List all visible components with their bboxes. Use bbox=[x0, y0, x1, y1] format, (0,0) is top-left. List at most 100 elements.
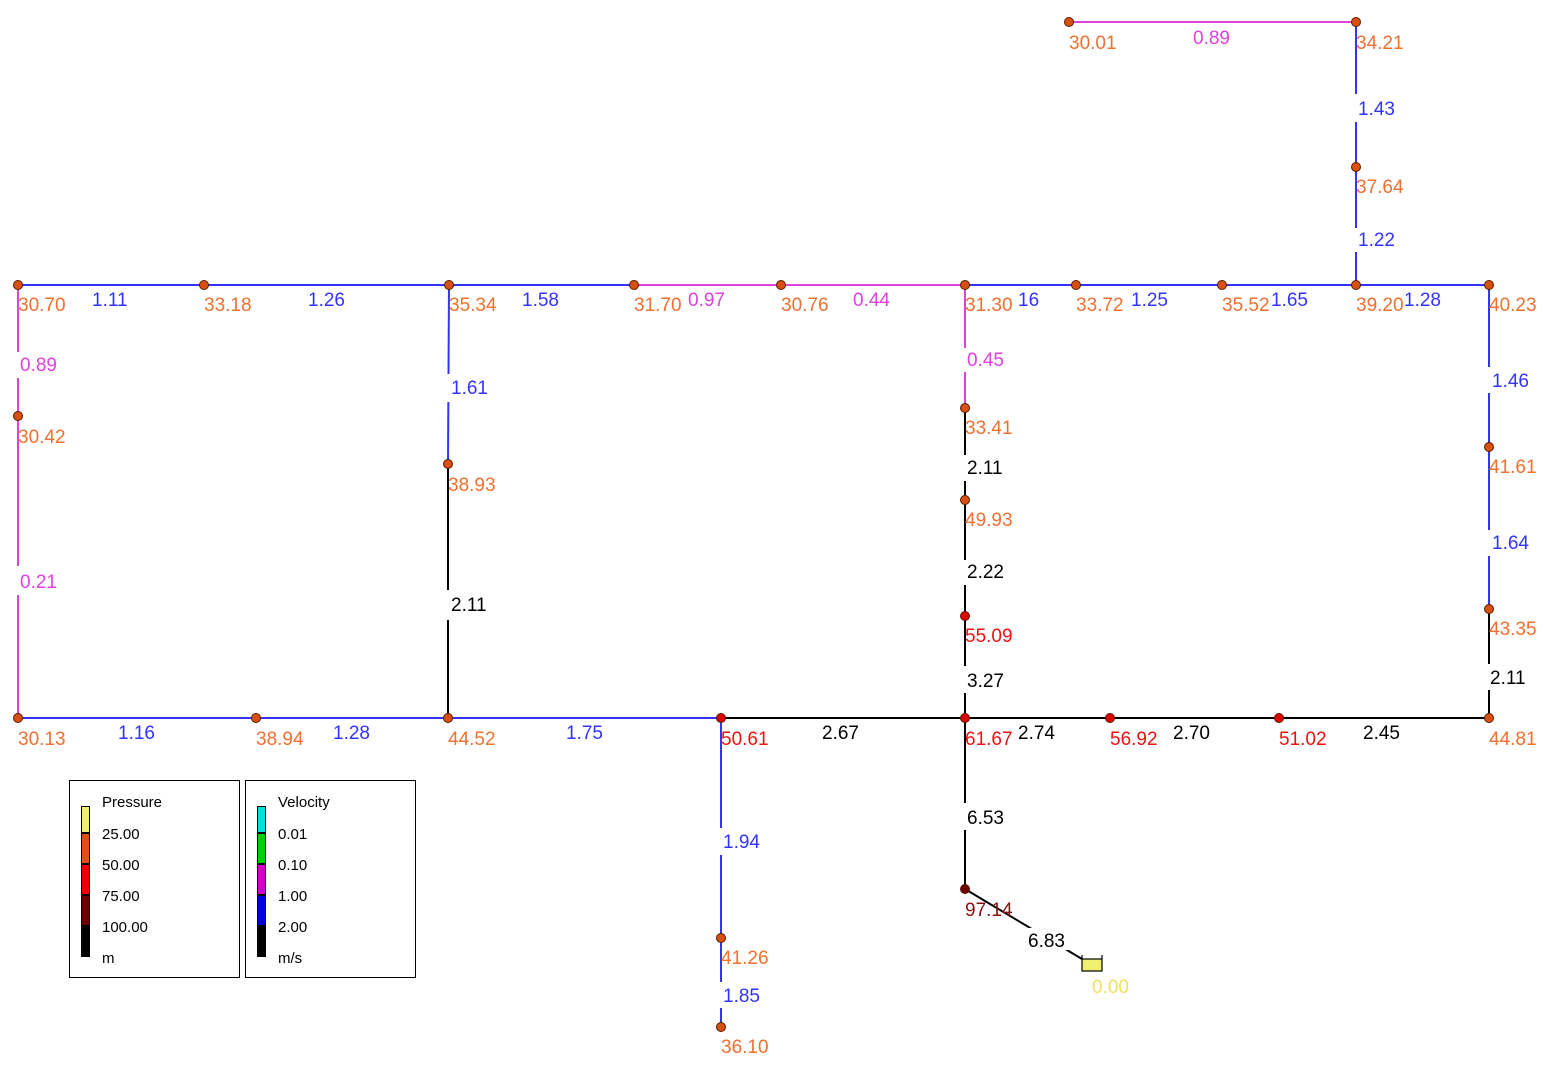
pipe-label: 0.89 bbox=[20, 355, 57, 376]
junction-node bbox=[1484, 604, 1494, 614]
pipe-label-gap bbox=[1486, 530, 1492, 556]
junction-node bbox=[13, 713, 23, 723]
pipe-label-gap bbox=[962, 348, 968, 372]
junction-node bbox=[716, 1022, 726, 1032]
pipe-label: 2.67 bbox=[822, 723, 859, 744]
node-pressure-label: 30.13 bbox=[18, 729, 66, 750]
junction-node bbox=[1064, 17, 1074, 27]
junction-node bbox=[444, 280, 454, 290]
node-pressure-label: 34.21 bbox=[1356, 33, 1404, 54]
pipe-label: 1.75 bbox=[566, 723, 603, 744]
pipe-label-gap bbox=[718, 982, 724, 1008]
pipe-label: 1.94 bbox=[723, 832, 760, 853]
junction-node bbox=[960, 495, 970, 505]
junction-node bbox=[960, 280, 970, 290]
pressure-legend-swatch bbox=[81, 806, 90, 833]
node-pressure-label: 35.34 bbox=[449, 295, 497, 316]
junction-node bbox=[1071, 280, 1081, 290]
node-pressure-label: 31.70 bbox=[634, 295, 682, 316]
pipe-label-gap bbox=[1486, 367, 1492, 393]
junction-node bbox=[199, 280, 209, 290]
node-pressure-label: 50.61 bbox=[721, 729, 769, 750]
node-pressure-label: 56.92 bbox=[1110, 729, 1158, 750]
node-pressure-label: 49.93 bbox=[965, 510, 1013, 531]
velocity-legend-label: 1.00 bbox=[278, 888, 308, 905]
pipe-label-gap bbox=[1353, 94, 1359, 122]
pipe-label: 2.74 bbox=[1018, 723, 1055, 744]
pipe-label: 1.25 bbox=[1131, 290, 1168, 311]
junction-node bbox=[776, 280, 786, 290]
velocity-legend-swatch bbox=[257, 864, 266, 895]
pipe-label: 0.21 bbox=[20, 572, 57, 593]
node-pressure-label: 44.52 bbox=[448, 729, 496, 750]
nodes-layer bbox=[13, 17, 1494, 1032]
pipe-label: 2.11 bbox=[1490, 668, 1526, 689]
pipe-label: 2.11 bbox=[967, 458, 1003, 479]
junction-node bbox=[716, 933, 726, 943]
junction-node bbox=[1351, 162, 1361, 172]
node-pressure-label: 41.26 bbox=[721, 948, 769, 969]
junction-node bbox=[443, 713, 453, 723]
pipe-label: 6.53 bbox=[967, 808, 1004, 829]
pressure-legend-swatch bbox=[81, 864, 90, 895]
pipe-label-gap bbox=[446, 374, 452, 402]
junction-node bbox=[960, 713, 970, 723]
pipe-label: 0.89 bbox=[1193, 28, 1230, 49]
pipe-label: 1.16 bbox=[118, 723, 155, 744]
pipe-label-gap bbox=[1486, 664, 1492, 690]
velocity-legend-swatch bbox=[257, 833, 266, 864]
junction-node bbox=[1274, 713, 1284, 723]
node-pressure-label: 31.30 bbox=[965, 295, 1013, 316]
pipe-label: 1.22 bbox=[1358, 230, 1395, 251]
velocity-legend-swatch bbox=[257, 895, 266, 926]
junction-node bbox=[960, 403, 970, 413]
pressure-legend-title: Pressure bbox=[102, 794, 163, 811]
node-pressure-label: 44.81 bbox=[1489, 729, 1537, 750]
velocity-legend-swatch bbox=[257, 806, 266, 833]
velocity-legend-label: 0.01 bbox=[278, 826, 308, 843]
node-pressure-label: 33.18 bbox=[204, 295, 252, 316]
pressure-legend: Pressure 25.00 50.00 75.00 100.00 m bbox=[69, 780, 240, 978]
pipe-label: 2.45 bbox=[1363, 723, 1400, 744]
node-pressure-label: 35.52 bbox=[1222, 295, 1270, 316]
node-pressure-label: 33.41 bbox=[965, 418, 1013, 439]
reservoir-icon bbox=[1081, 955, 1103, 972]
pressure-legend-swatch bbox=[81, 833, 90, 864]
pipe-label-gap bbox=[962, 560, 968, 585]
pipe-label-gap bbox=[445, 590, 451, 620]
pipe-label: 2.11 bbox=[451, 595, 487, 616]
junction-node bbox=[960, 884, 970, 894]
pipe-label: 6.83 bbox=[1028, 931, 1065, 952]
velocity-legend-swatch bbox=[257, 926, 266, 957]
junction-node bbox=[1484, 280, 1494, 290]
node-pressure-label: 37.64 bbox=[1356, 177, 1404, 198]
junction-node bbox=[443, 459, 453, 469]
junction-node bbox=[629, 280, 639, 290]
junction-node bbox=[13, 280, 23, 290]
pressure-legend-label: 25.00 bbox=[102, 826, 140, 843]
pipe-label: 1.28 bbox=[333, 723, 370, 744]
pipe-label-gap bbox=[15, 352, 21, 378]
pipe-n31-reservoir bbox=[964, 888, 1093, 966]
pipe-label: 3.27 bbox=[967, 671, 1004, 692]
pipe-label: 1.28 bbox=[1404, 290, 1441, 311]
node-pressure-label: 39.20 bbox=[1356, 295, 1404, 316]
junction-node bbox=[1105, 713, 1115, 723]
pressure-legend-label: m bbox=[102, 950, 115, 967]
node-pressure-label: 51.02 bbox=[1279, 729, 1327, 750]
velocity-legend-label: 0.10 bbox=[278, 857, 308, 874]
node-pressure-label: 61.67 bbox=[965, 729, 1013, 750]
node-pressure-label: 55.09 bbox=[965, 626, 1013, 647]
velocity-legend-label: m/s bbox=[278, 950, 303, 967]
junction-node bbox=[716, 713, 726, 723]
junction-node bbox=[1484, 713, 1494, 723]
pipe-labels-layer: 1.11 1.26 1.58 0.97 0.44 16 1.25 1.65 1.28 0.89 1.… bbox=[20, 28, 1529, 1007]
pipe-label: 1.61 bbox=[451, 378, 488, 399]
node-pressure-label: 36.10 bbox=[721, 1037, 769, 1058]
pipe-label: 1.26 bbox=[308, 290, 345, 311]
pipe-label-gap bbox=[962, 455, 968, 481]
pipe-label: 1.85 bbox=[723, 986, 760, 1007]
pipe-label: 0.45 bbox=[967, 350, 1004, 371]
pipe-label: 1.64 bbox=[1492, 533, 1529, 554]
